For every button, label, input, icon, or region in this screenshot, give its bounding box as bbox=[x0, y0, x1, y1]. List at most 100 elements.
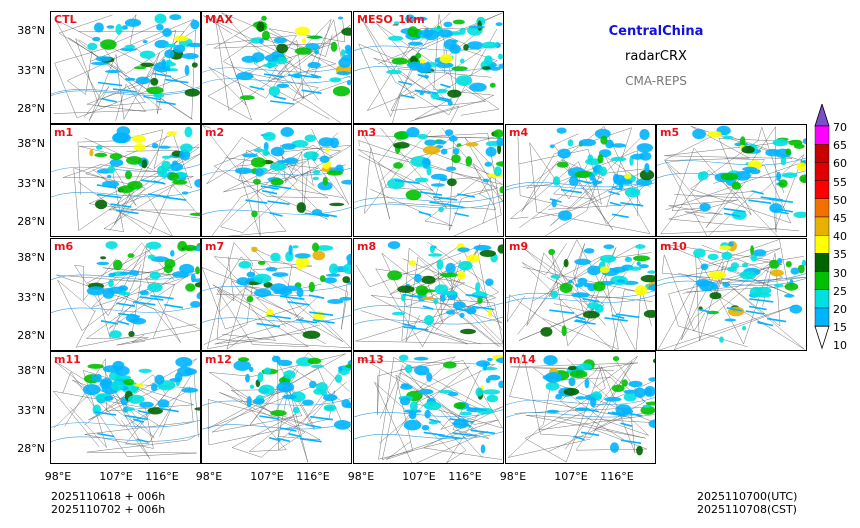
panel-label: m1 bbox=[54, 126, 74, 139]
radar-echo bbox=[173, 44, 186, 53]
radar-echo bbox=[150, 77, 159, 86]
panel-label: m5 bbox=[660, 126, 680, 139]
river-line bbox=[51, 86, 200, 95]
radar-echo bbox=[493, 129, 503, 139]
radar-echo bbox=[452, 19, 465, 25]
province-border bbox=[77, 129, 178, 195]
radar-echo bbox=[616, 279, 625, 283]
radar-echo bbox=[623, 389, 638, 394]
colorbar-level-label: 20 bbox=[833, 303, 847, 316]
radar-echo bbox=[496, 161, 503, 167]
radar-echo bbox=[271, 355, 281, 363]
radar-echo-band bbox=[749, 298, 774, 303]
longitude-tick-label: 107°E bbox=[402, 470, 436, 483]
radar-echo bbox=[708, 270, 727, 280]
colorbar-segment bbox=[814, 234, 830, 254]
province-border bbox=[358, 127, 503, 210]
radar-echo bbox=[415, 16, 428, 21]
radar-echo bbox=[253, 273, 272, 284]
longitude-tick-label: 98°E bbox=[347, 470, 375, 483]
radar-echo bbox=[800, 176, 806, 183]
radar-echo bbox=[191, 62, 198, 68]
panel-label: m7 bbox=[205, 240, 225, 253]
radar-echo-band bbox=[148, 193, 170, 198]
radar-echo bbox=[139, 50, 156, 59]
radar-echo bbox=[262, 149, 270, 157]
colorbar-segment bbox=[814, 180, 830, 199]
radar-echo bbox=[100, 256, 107, 260]
panel-label: m3 bbox=[357, 126, 377, 139]
radar-echo-band bbox=[309, 415, 334, 421]
province-border bbox=[360, 360, 503, 433]
radar-echo-band bbox=[116, 209, 139, 215]
radar-echo-band bbox=[124, 414, 141, 420]
radar-echo bbox=[266, 308, 274, 319]
radar-echo bbox=[269, 162, 287, 171]
radar-echo bbox=[128, 270, 140, 276]
radar-echo bbox=[273, 37, 287, 44]
radar-echo bbox=[569, 370, 588, 379]
radar-echo bbox=[302, 38, 306, 44]
colorbar-segment bbox=[814, 307, 830, 327]
radar-echo bbox=[550, 290, 559, 299]
radar-echo bbox=[109, 153, 123, 160]
colorbar-level-label: 55 bbox=[833, 175, 847, 189]
valid-time-utc: 2025110700(UTC) bbox=[697, 490, 798, 503]
province-border bbox=[660, 154, 804, 236]
radar-echo bbox=[571, 292, 590, 298]
radar-echo bbox=[169, 14, 182, 21]
radar-echo bbox=[130, 317, 147, 325]
radar-echo bbox=[473, 244, 492, 251]
radar-echo bbox=[82, 384, 101, 396]
radar-echo bbox=[334, 420, 351, 430]
radar-echo-band bbox=[560, 188, 583, 194]
radar-echo bbox=[312, 176, 319, 181]
province-border bbox=[216, 247, 351, 349]
radar-echo bbox=[239, 95, 255, 100]
province-border bbox=[91, 242, 188, 308]
radar-echo-band bbox=[309, 311, 334, 316]
radar-echo bbox=[742, 166, 758, 172]
radar-echo bbox=[335, 374, 342, 383]
radar-echo bbox=[323, 277, 337, 284]
radar-echo-band bbox=[465, 406, 487, 412]
province-border bbox=[532, 243, 653, 347]
radar-echo-band bbox=[296, 318, 318, 324]
radar-echo bbox=[99, 379, 111, 389]
radar-echo-band bbox=[249, 85, 265, 91]
radar-echo bbox=[194, 407, 200, 411]
radar-echo bbox=[165, 43, 177, 48]
radar-echo bbox=[146, 86, 164, 95]
radar-echo-band bbox=[164, 78, 189, 84]
colorbar-segment bbox=[814, 144, 830, 163]
radar-echo bbox=[237, 357, 250, 362]
panel-m7: m7 bbox=[201, 238, 352, 351]
radar-echo-band bbox=[611, 411, 626, 416]
radar-echo-band bbox=[273, 95, 287, 100]
radar-echo-band bbox=[472, 305, 495, 311]
radar-echo bbox=[594, 128, 611, 139]
radar-echo bbox=[340, 49, 346, 57]
radar-echo bbox=[172, 179, 188, 185]
radar-echo-band bbox=[269, 212, 283, 217]
radar-echo-band bbox=[418, 211, 432, 216]
radar-echo bbox=[258, 384, 275, 395]
radar-echo bbox=[589, 173, 595, 181]
radar-echo bbox=[624, 256, 633, 263]
radar-echo bbox=[296, 259, 304, 270]
radar-echo bbox=[782, 172, 798, 178]
province-border bbox=[219, 355, 345, 451]
radar-echo bbox=[489, 82, 496, 88]
radar-echo bbox=[440, 272, 458, 278]
radar-echo bbox=[742, 262, 749, 268]
radar-echo bbox=[487, 357, 493, 362]
radar-echo bbox=[304, 134, 316, 142]
radar-echo bbox=[457, 247, 470, 253]
radar-map bbox=[354, 241, 503, 348]
radar-echo bbox=[439, 54, 453, 64]
radar-echo bbox=[329, 263, 339, 275]
radar-echo bbox=[251, 210, 258, 218]
radar-echo bbox=[742, 325, 747, 331]
river-line bbox=[51, 433, 200, 442]
latitude-tick-label: 28°N bbox=[17, 329, 45, 342]
